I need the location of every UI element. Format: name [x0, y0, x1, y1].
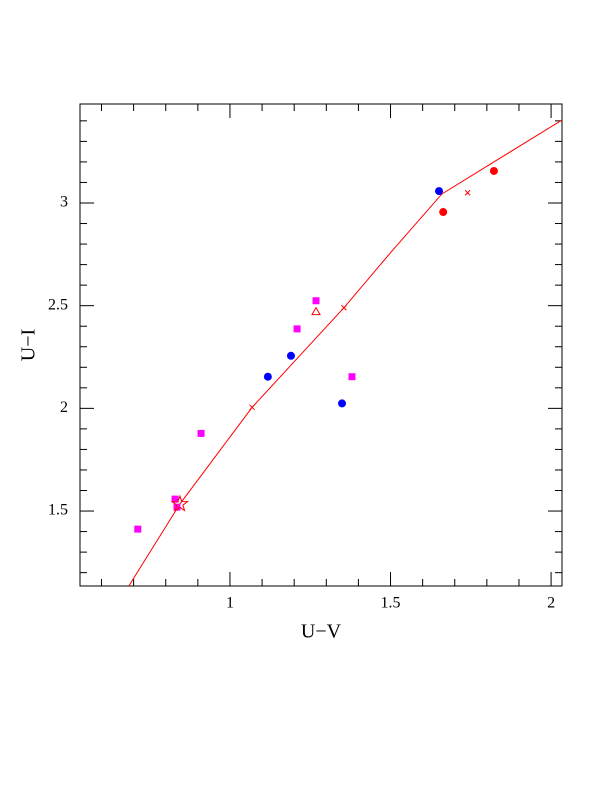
y-tick-label: 2 [60, 399, 68, 416]
square-marker [134, 525, 142, 533]
x-marker [249, 404, 255, 411]
square-marker [312, 297, 320, 305]
y-tick-label: 3 [60, 194, 68, 211]
fit-curve [128, 119, 563, 587]
y-tick-label: 1.5 [48, 502, 68, 519]
triangle-marker [311, 306, 321, 316]
x-marker [464, 189, 471, 196]
square-marker [293, 325, 301, 333]
y-axis-label: U−I [18, 329, 40, 361]
circle-marker [338, 399, 347, 408]
square-marker [197, 429, 205, 437]
plot-frame [79, 103, 563, 587]
square-marker [348, 373, 356, 381]
x-marker [341, 304, 347, 311]
square-marker [171, 495, 179, 503]
circle-marker [489, 166, 498, 175]
x-axis-label: U−V [301, 621, 342, 643]
circle-marker [263, 372, 272, 381]
x-tick-label: 2 [547, 595, 555, 612]
star-marker [170, 494, 189, 512]
x-tick-label: 1.5 [381, 595, 401, 612]
circle-marker [286, 351, 295, 360]
y-tick-label: 2.5 [48, 296, 68, 313]
circle-marker [435, 187, 444, 196]
x-tick-label: 1 [226, 595, 234, 612]
circle-marker [439, 208, 448, 217]
